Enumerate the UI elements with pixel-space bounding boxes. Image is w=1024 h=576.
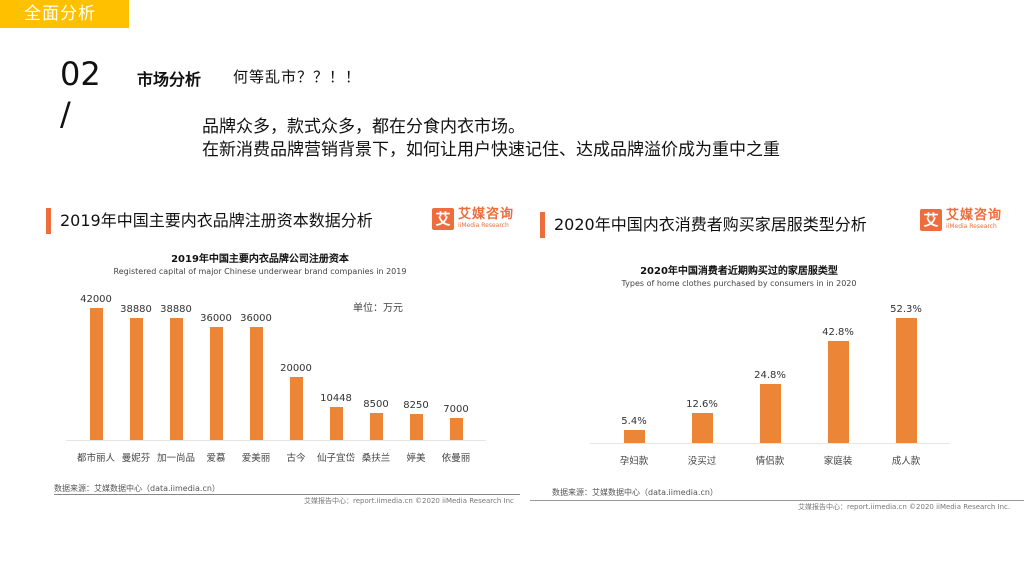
right-chart-panel: 2020年中国内衣消费者购买家居服类型分析 艾 艾媒咨询 iiMedia Res… bbox=[530, 200, 1024, 516]
data-source: 数据来源：艾媒数据中心（data.iimedia.cn） bbox=[552, 488, 718, 497]
chart-subtitle: Registered capital of major Chinese unde… bbox=[113, 267, 407, 276]
bar bbox=[209, 327, 223, 440]
left-chart-panel: 2019年中国主要内衣品牌注册资本数据分析 艾 艾媒咨询 iiMedia Res… bbox=[40, 200, 520, 510]
bar bbox=[827, 341, 849, 443]
bar-group: 36000 bbox=[240, 313, 273, 440]
description: 品牌众多，款式众多，都在分食内衣市场。 在新消费品牌营销背景下，如何让用户快速记… bbox=[202, 116, 780, 162]
logo-cn-text: 艾媒咨询 bbox=[946, 208, 1003, 223]
bar bbox=[169, 318, 183, 440]
bar-group: 5.4% bbox=[614, 416, 655, 443]
iimedia-logo-icon: 艾 bbox=[920, 209, 942, 231]
category-label: 家庭装 bbox=[823, 456, 853, 467]
category-label: 爱慕 bbox=[206, 453, 226, 464]
category-label: 成人款 bbox=[891, 456, 921, 467]
x-axis-baseline bbox=[590, 443, 950, 444]
logo-en-text: iiMedia Research bbox=[946, 223, 997, 230]
bar-value-label: 38880 bbox=[120, 304, 152, 315]
bar-chart-plot: 42000 都市丽人 38880 曼妮芬 38880 加一尚品 36000 爱慕 36000 爱美… bbox=[66, 294, 486, 464]
iimedia-logo: 艾 艾媒咨询 iiMedia Research bbox=[432, 208, 514, 230]
bar bbox=[369, 413, 383, 440]
bar-group: 8500 bbox=[360, 399, 393, 440]
data-source: 数据来源：艾媒数据中心（data.iimedia.cn） bbox=[54, 484, 220, 493]
bar bbox=[895, 318, 917, 443]
category-label: 情侣款 bbox=[755, 456, 785, 467]
section-slash: / bbox=[60, 95, 71, 133]
bar-value-label: 12.6% bbox=[686, 399, 718, 410]
bar bbox=[623, 430, 645, 443]
bar-value-label: 8250 bbox=[403, 400, 429, 411]
page-heading: 市场分析 bbox=[137, 70, 202, 89]
x-axis-baseline bbox=[66, 440, 486, 441]
section-number: 02 bbox=[60, 55, 101, 93]
iimedia-logo: 艾 艾媒咨询 iiMedia Research bbox=[920, 209, 1002, 231]
category-label: 没买过 bbox=[687, 456, 717, 467]
bar bbox=[409, 414, 423, 440]
bar-value-label: 24.8% bbox=[754, 370, 786, 381]
divider bbox=[530, 500, 1024, 501]
description-line-1: 品牌众多，款式众多，都在分食内衣市场。 bbox=[202, 117, 525, 137]
bar-value-label: 52.3% bbox=[890, 304, 922, 315]
chart-title: 2020年中国消费者近期购买过的家居服类型 bbox=[640, 266, 838, 277]
bar-value-label: 36000 bbox=[200, 313, 232, 324]
page-heading-sub: 何等乱市？？！！ bbox=[233, 68, 362, 86]
logo-en-text: iiMedia Research bbox=[458, 222, 509, 229]
category-label: 依曼丽 bbox=[441, 453, 471, 464]
chart-subtitle: Types of home clothes purchased by consu… bbox=[621, 279, 857, 288]
bar-value-label: 10448 bbox=[320, 393, 352, 404]
bar-group: 7000 bbox=[440, 404, 473, 440]
bar-value-label: 36000 bbox=[240, 313, 272, 324]
bar-group: 42.8% bbox=[818, 327, 859, 443]
bar-group: 36000 bbox=[200, 313, 233, 440]
bar-group: 38880 bbox=[120, 304, 153, 440]
bar-value-label: 42000 bbox=[80, 294, 112, 305]
category-label: 都市丽人 bbox=[76, 453, 116, 464]
category-label: 曼妮芬 bbox=[121, 453, 151, 464]
bar bbox=[691, 413, 713, 443]
bar bbox=[449, 418, 463, 440]
bar bbox=[249, 327, 263, 440]
bar-value-label: 20000 bbox=[280, 363, 312, 374]
category-label: 爱美丽 bbox=[241, 453, 271, 464]
divider bbox=[54, 494, 520, 495]
bar-group: 42000 bbox=[80, 294, 113, 440]
bar bbox=[759, 384, 781, 443]
category-label: 古今 bbox=[286, 453, 306, 464]
bar-value-label: 7000 bbox=[443, 404, 469, 415]
bar bbox=[129, 318, 143, 440]
bar bbox=[329, 407, 343, 440]
left-panel-title: 2019年中国主要内衣品牌注册资本数据分析 bbox=[46, 208, 373, 234]
bar-group: 52.3% bbox=[886, 304, 927, 443]
category-label: 仙子宜岱 bbox=[316, 453, 356, 464]
description-line-2: 在新消费品牌营销背景下，如何让用户快速记住、达成品牌溢价成为重中之重 bbox=[202, 140, 780, 160]
bar-group: 12.6% bbox=[682, 399, 723, 443]
bar-group: 10448 bbox=[320, 393, 353, 440]
category-label: 桑扶兰 bbox=[361, 453, 391, 464]
bar-value-label: 42.8% bbox=[822, 327, 854, 338]
bar-chart-plot: 5.4% 孕妇款 12.6% 没买过 24.8% 情侣款 42.8% 家庭装 52.3% 成人款 bbox=[590, 300, 950, 467]
bar-group: 38880 bbox=[160, 304, 193, 440]
bar bbox=[89, 308, 103, 440]
copyright: 艾媒报告中心：report.iimedia.cn ©2020 iiMedia R… bbox=[798, 503, 1011, 511]
copyright: 艾媒报告中心：report.iimedia.cn ©2020 iiMedia R… bbox=[304, 497, 514, 505]
bar-group: 20000 bbox=[280, 363, 313, 440]
right-panel-title: 2020年中国内衣消费者购买家居服类型分析 bbox=[540, 212, 867, 238]
bar bbox=[289, 377, 303, 440]
section-tag: 全面分析 bbox=[0, 0, 129, 28]
bar-value-label: 38880 bbox=[160, 304, 192, 315]
bar-group: 8250 bbox=[400, 400, 433, 440]
category-label: 孕妇款 bbox=[619, 456, 649, 467]
bar-group: 24.8% bbox=[750, 370, 791, 443]
category-label: 加一尚品 bbox=[156, 453, 196, 464]
logo-cn-text: 艾媒咨询 bbox=[458, 207, 515, 222]
iimedia-logo-icon: 艾 bbox=[432, 208, 454, 230]
chart-title: 2019年中国主要内衣品牌公司注册资本 bbox=[171, 254, 349, 265]
category-label: 婷美 bbox=[406, 453, 426, 464]
bar-value-label: 8500 bbox=[363, 399, 389, 410]
unit-label: 单位：万元 bbox=[353, 303, 403, 314]
bar-value-label: 5.4% bbox=[621, 416, 647, 427]
